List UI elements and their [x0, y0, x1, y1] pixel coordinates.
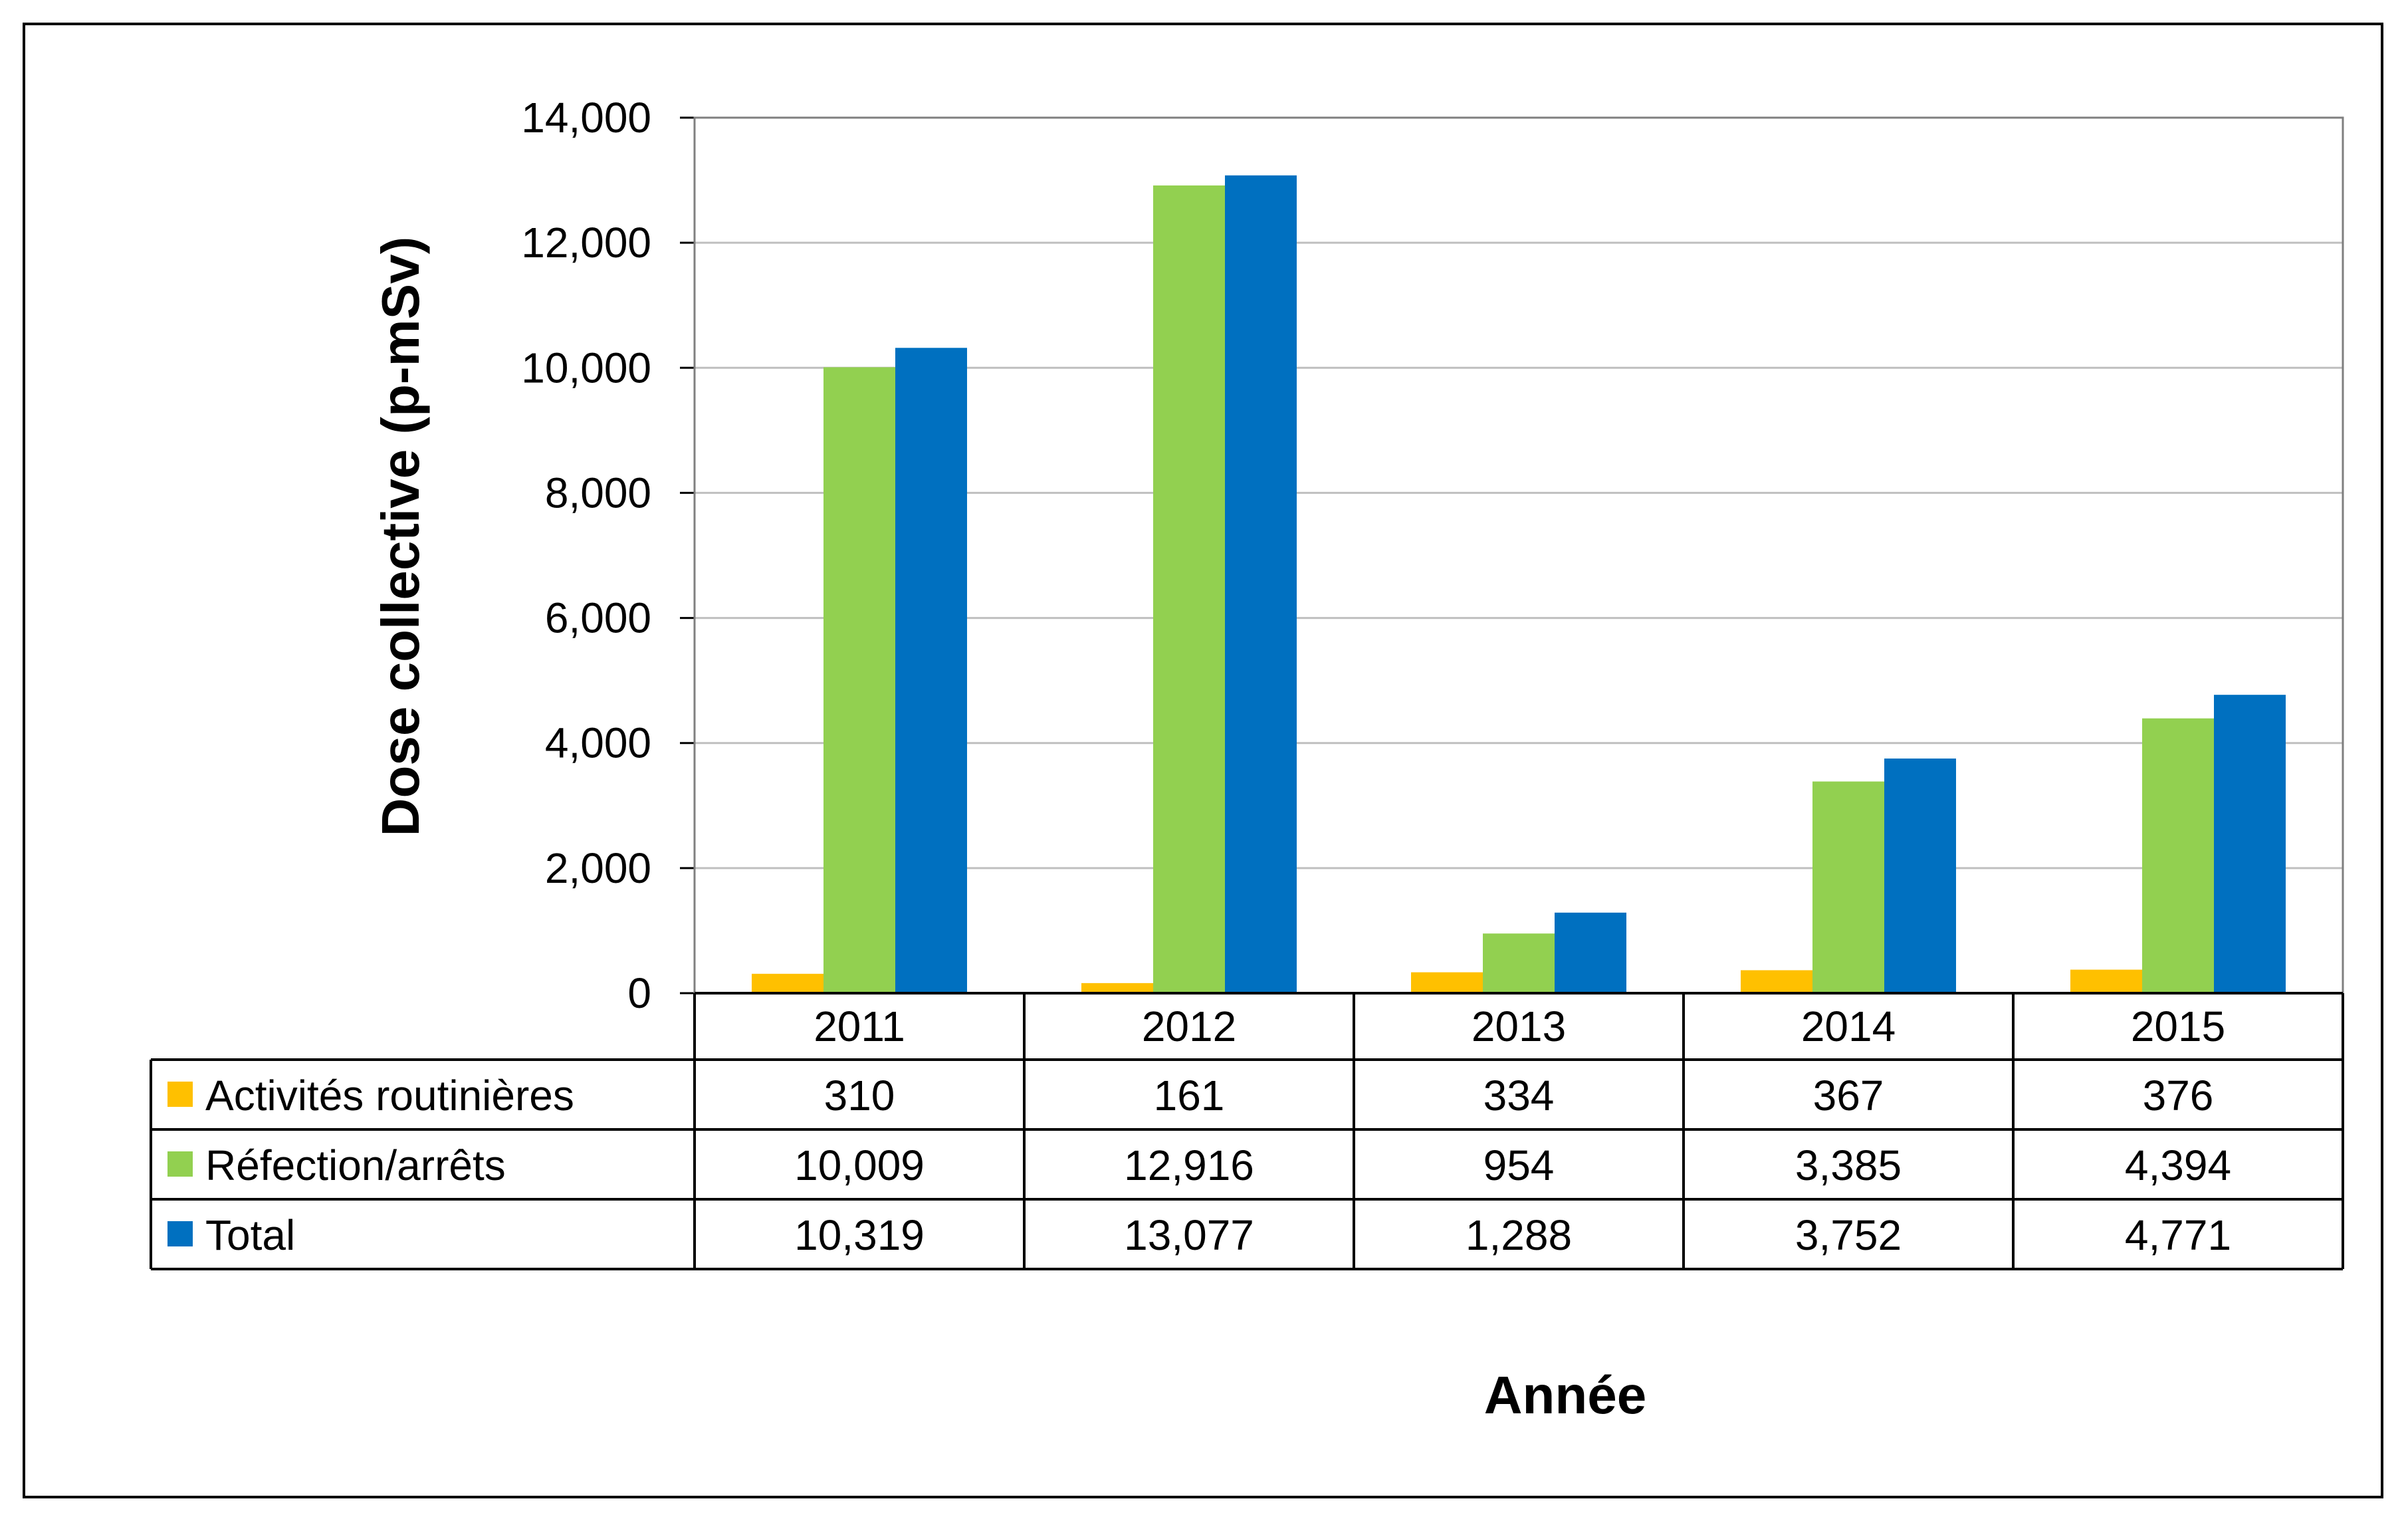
category-label: 2013: [1472, 1002, 1566, 1050]
data-table: 2011 2012 2013 2014 2015 Activités routinière…: [150, 993, 2344, 1270]
y-tick-label: 6,000: [545, 594, 651, 642]
bar-Réfection/arrêts-2011: [823, 367, 895, 993]
bars: [752, 175, 2286, 994]
bar-Total-2012: [1225, 175, 1297, 994]
table-value: 310: [824, 1072, 895, 1119]
y-tick-labels: 0 2,000 4,000 6,000 8,000 10,000 12,000 14,000: [521, 94, 651, 1017]
table-value: 13,077: [1124, 1211, 1254, 1259]
legend-swatch: [167, 1151, 193, 1177]
y-tick-label: 2,000: [545, 844, 651, 892]
table-value: 10,319: [794, 1211, 925, 1259]
bar-Réfection/arrêts-2015: [2142, 718, 2214, 993]
table-value: 954: [1483, 1141, 1555, 1189]
table-value: 1,288: [1466, 1211, 1572, 1259]
table-value: 161: [1154, 1072, 1225, 1119]
chart-frame: [23, 23, 2383, 1498]
y-axis-title: Dose collective (p-mSv): [371, 237, 430, 837]
table-value: 10,009: [794, 1141, 925, 1189]
y-tick-label: 14,000: [521, 94, 651, 142]
category-label: 2011: [814, 1002, 905, 1050]
bar-Total-2011: [895, 348, 967, 993]
bar-Total-2014: [1884, 759, 1956, 993]
y-tick-label: 8,000: [545, 469, 651, 517]
table-value: 3,752: [1795, 1211, 1902, 1259]
bar-Total-2015: [2214, 695, 2286, 993]
legend-swatch: [167, 1082, 193, 1107]
legend-label: Réfection/arrêts: [205, 1141, 506, 1189]
category-label: 2012: [1142, 1002, 1236, 1050]
y-tick-label: 0: [627, 969, 651, 1017]
bar-Activités routinières-2011: [752, 973, 823, 993]
table-value: 3,385: [1795, 1141, 1902, 1189]
table-value: 367: [1813, 1072, 1884, 1119]
bar-Total-2013: [1555, 912, 1626, 993]
gridlines: [695, 116, 2343, 870]
x-axis-title: Année: [1484, 1365, 1647, 1425]
category-label: 2014: [1801, 1002, 1896, 1050]
y-tick-label: 10,000: [521, 344, 651, 392]
legend-label: Total: [205, 1211, 295, 1259]
y-tick-label: 4,000: [545, 719, 651, 767]
legend-swatch: [167, 1221, 193, 1246]
bar-Activités routinières-2012: [1081, 983, 1153, 993]
legend-label: Activités routinières: [205, 1072, 574, 1119]
bar-Réfection/arrêts-2012: [1153, 185, 1225, 994]
bar-Réfection/arrêts-2013: [1483, 933, 1555, 993]
bar-Activités routinières-2014: [1741, 970, 1812, 993]
table-value: 376: [2143, 1072, 2214, 1119]
table-value: 4,771: [2125, 1211, 2231, 1259]
bar-Activités routinières-2013: [1411, 972, 1483, 993]
y-tick-label: 12,000: [521, 219, 651, 267]
table-value: 12,916: [1124, 1141, 1254, 1189]
axes: [680, 116, 2344, 994]
bar-Activités routinières-2015: [2070, 969, 2142, 993]
table-value: 4,394: [2125, 1141, 2231, 1189]
category-label: 2015: [2131, 1002, 2225, 1050]
table-value: 334: [1483, 1072, 1555, 1119]
bar-Réfection/arrêts-2014: [1812, 781, 1884, 993]
